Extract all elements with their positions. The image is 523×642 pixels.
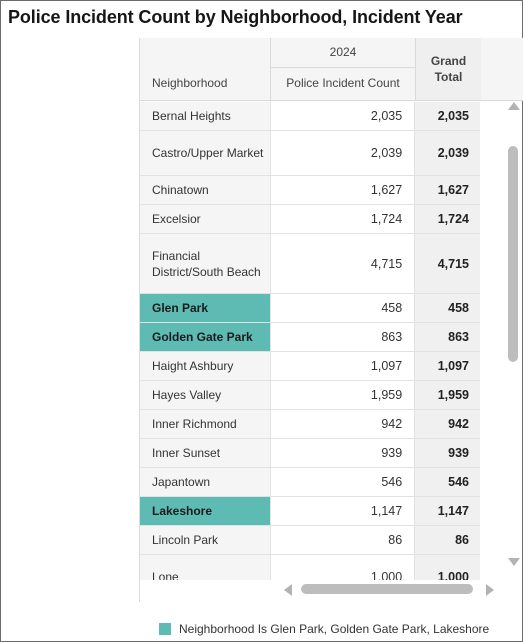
neighborhood-name: Inner Sunset bbox=[152, 446, 221, 460]
neighborhood-name: Castro/Upper Market bbox=[152, 146, 264, 160]
row-header-neighborhood[interactable]: Financial District/South Beach bbox=[140, 234, 270, 293]
grand-total-cell[interactable]: 2,035 bbox=[414, 102, 480, 130]
neighborhood-name: Financial District/South Beach bbox=[152, 248, 261, 279]
incident-count-cell[interactable]: 1,097 bbox=[269, 352, 415, 380]
neighborhood-name: Excelsior bbox=[152, 212, 201, 226]
grand-total-cell[interactable]: 1,147 bbox=[414, 497, 480, 525]
grand-total-cell[interactable]: 1,959 bbox=[414, 381, 480, 409]
row-header-neighborhood[interactable]: Excelsior bbox=[140, 205, 270, 233]
incident-count-cell[interactable]: 2,035 bbox=[269, 102, 415, 130]
column-header-neighborhood[interactable]: Neighborhood bbox=[152, 76, 228, 90]
neighborhood-name: Inner Richmond bbox=[152, 417, 237, 431]
grand-total-cell[interactable]: 2,039 bbox=[414, 131, 480, 175]
incident-count-cell[interactable]: 1,959 bbox=[269, 381, 415, 409]
row-header-neighborhood[interactable]: Bernal Heights bbox=[140, 102, 270, 130]
table-body[interactable]: Bernal Heights 2,035 2,035 Castro/Upper Mar… bbox=[140, 100, 523, 580]
grand-total-cell[interactable]: 1,000 bbox=[414, 555, 480, 580]
table-row[interactable]: Japantown 546 546 bbox=[140, 468, 480, 497]
row-header-neighborhood[interactable]: Lone bbox=[140, 555, 270, 580]
horizontal-scroll-thumb[interactable] bbox=[301, 584, 473, 594]
table-row[interactable]: Glen Park 458 458 bbox=[140, 294, 480, 323]
neighborhood-name: Lone bbox=[152, 570, 179, 580]
scroll-up-arrow-icon[interactable] bbox=[508, 102, 520, 110]
column-header-measure[interactable]: Police Incident Count bbox=[270, 67, 415, 100]
neighborhood-name: Chinatown bbox=[152, 183, 209, 197]
neighborhood-name: Haight Ashbury bbox=[152, 359, 234, 373]
table-row[interactable]: Inner Richmond 942 942 bbox=[140, 410, 480, 439]
row-header-neighborhood[interactable]: Haight Ashbury bbox=[140, 352, 270, 380]
neighborhood-name: Japantown bbox=[152, 475, 211, 489]
grand-total-cell[interactable]: 546 bbox=[414, 468, 480, 496]
incident-count-cell[interactable]: 86 bbox=[269, 526, 415, 554]
scroll-down-arrow-icon[interactable] bbox=[508, 558, 520, 566]
scroll-corner bbox=[140, 580, 270, 602]
row-header-neighborhood[interactable]: Lincoln Park bbox=[140, 526, 270, 554]
incident-count-cell[interactable]: 1,724 bbox=[269, 205, 415, 233]
grand-total-label-line1: Grand bbox=[430, 54, 467, 68]
column-header-grand-total[interactable]: Grand Total bbox=[415, 38, 481, 100]
incident-count-cell[interactable]: 942 bbox=[269, 410, 415, 438]
vertical-scrollbar[interactable] bbox=[505, 100, 523, 580]
incident-count-cell[interactable]: 863 bbox=[269, 323, 415, 351]
incident-count-cell[interactable]: 1,147 bbox=[269, 497, 415, 525]
table-row[interactable]: Chinatown 1,627 1,627 bbox=[140, 176, 480, 205]
horizontal-scrollbar[interactable] bbox=[270, 580, 500, 598]
grand-total-cell[interactable]: 942 bbox=[414, 410, 480, 438]
row-header-neighborhood[interactable]: Castro/Upper Market bbox=[140, 131, 270, 175]
incident-count-cell[interactable]: 4,715 bbox=[269, 234, 415, 293]
incident-count-cell[interactable]: 2,039 bbox=[269, 131, 415, 175]
table-row[interactable]: Bernal Heights 2,035 2,035 bbox=[140, 102, 480, 131]
table-row[interactable]: Golden Gate Park 863 863 bbox=[140, 323, 480, 352]
incident-count-cell[interactable]: 1,627 bbox=[269, 176, 415, 204]
table-row[interactable]: Hayes Valley 1,959 1,959 bbox=[140, 381, 480, 410]
page-title: Police Incident Count by Neighborhood, I… bbox=[8, 7, 463, 27]
row-header-neighborhood[interactable]: Lakeshore bbox=[140, 497, 270, 525]
row-header-neighborhood[interactable]: Glen Park bbox=[140, 294, 270, 322]
neighborhood-name: Hayes Valley bbox=[152, 388, 222, 402]
grand-total-cell[interactable]: 939 bbox=[414, 439, 480, 467]
scroll-right-arrow-icon[interactable] bbox=[486, 584, 494, 596]
table-rows: Bernal Heights 2,035 2,035 Castro/Upper Mar… bbox=[140, 102, 523, 580]
incident-count-cell[interactable]: 458 bbox=[269, 294, 415, 322]
incident-count-cell[interactable]: 939 bbox=[269, 439, 415, 467]
neighborhood-name: Lakeshore bbox=[152, 504, 213, 518]
grand-total-cell[interactable]: 458 bbox=[414, 294, 480, 322]
grand-total-cell[interactable]: 1,724 bbox=[414, 205, 480, 233]
row-header-neighborhood[interactable]: Inner Richmond bbox=[140, 410, 270, 438]
grand-total-cell[interactable]: 863 bbox=[414, 323, 480, 351]
row-header-neighborhood[interactable]: Inner Sunset bbox=[140, 439, 270, 467]
grand-total-cell[interactable]: 86 bbox=[414, 526, 480, 554]
table-row[interactable]: Lone 1,000 1,000 bbox=[140, 555, 480, 580]
grand-total-cell[interactable]: 1,097 bbox=[414, 352, 480, 380]
table-row[interactable]: Financial District/South Beach 4,715 4,715 bbox=[140, 234, 480, 294]
neighborhood-name: Glen Park bbox=[152, 301, 209, 315]
row-header-neighborhood[interactable]: Hayes Valley bbox=[140, 381, 270, 409]
row-header-neighborhood[interactable]: Chinatown bbox=[140, 176, 270, 204]
legend[interactable]: Neighborhood Is Glen Park, Golden Gate P… bbox=[159, 622, 489, 636]
row-header-neighborhood[interactable]: Golden Gate Park bbox=[140, 323, 270, 351]
table-row[interactable]: Lincoln Park 86 86 bbox=[140, 526, 480, 555]
neighborhood-name: Golden Gate Park bbox=[152, 330, 253, 344]
grand-total-cell[interactable]: 4,715 bbox=[414, 234, 480, 293]
table-row[interactable]: Inner Sunset 939 939 bbox=[140, 439, 480, 468]
table-row[interactable]: Castro/Upper Market 2,039 2,039 bbox=[140, 131, 480, 176]
row-header-neighborhood[interactable]: Japantown bbox=[140, 468, 270, 496]
legend-swatch bbox=[159, 623, 171, 635]
grand-total-label-line2: Total bbox=[434, 70, 463, 84]
scroll-left-arrow-icon[interactable] bbox=[284, 584, 292, 596]
incident-count-cell[interactable]: 546 bbox=[269, 468, 415, 496]
neighborhood-name: Lincoln Park bbox=[152, 533, 219, 547]
grand-total-cell[interactable]: 1,627 bbox=[414, 176, 480, 204]
table-row[interactable]: Excelsior 1,724 1,724 bbox=[140, 205, 480, 234]
vertical-scroll-thumb[interactable] bbox=[508, 146, 518, 362]
table-row[interactable]: Haight Ashbury 1,097 1,097 bbox=[140, 352, 480, 381]
pivot-table: Neighborhood 2024 Police Incident Count … bbox=[139, 38, 523, 602]
table-row[interactable]: Lakeshore 1,147 1,147 bbox=[140, 497, 480, 526]
neighborhood-name: Bernal Heights bbox=[152, 109, 231, 123]
incident-count-cell[interactable]: 1,000 bbox=[269, 555, 415, 580]
column-header-year[interactable]: 2024 bbox=[270, 38, 415, 68]
table-header: Neighborhood 2024 Police Incident Count … bbox=[140, 38, 523, 101]
legend-label: Neighborhood Is Glen Park, Golden Gate P… bbox=[179, 622, 490, 636]
